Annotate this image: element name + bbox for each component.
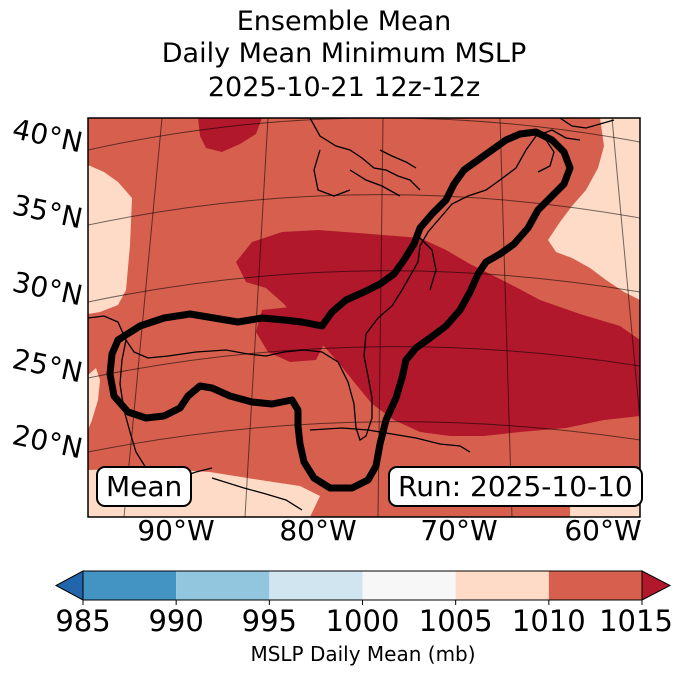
title-line-2: Daily Mean Minimum MSLP bbox=[161, 38, 527, 69]
colorbar-under-extend bbox=[54, 570, 84, 601]
colorbar-label: MSLP Daily Mean (mb) bbox=[250, 642, 476, 666]
map-panel bbox=[88, 118, 640, 517]
colorbar-tick-1015: 1015 bbox=[599, 604, 673, 638]
mean-label: Mean bbox=[96, 466, 193, 507]
run-date-label: Run: 2025-10-10 bbox=[388, 466, 643, 507]
coastlines bbox=[88, 118, 615, 511]
colorbar-segment-0 bbox=[83, 571, 177, 600]
title-line-3: 2025-10-21 12z-12z bbox=[207, 72, 481, 103]
field-1005-1010-east bbox=[548, 118, 640, 300]
colorbar-segment-1 bbox=[176, 571, 270, 600]
colorbar-segment-2 bbox=[269, 571, 363, 600]
lon-label-90w: 90°W bbox=[137, 514, 215, 547]
colorbar-tick-995: 995 bbox=[241, 604, 297, 638]
lon-label-60w: 60°W bbox=[564, 514, 642, 547]
colorbar-tick-1010: 1010 bbox=[511, 604, 586, 638]
colorbar bbox=[54, 570, 672, 605]
lon-label-80w: 80°W bbox=[279, 514, 357, 547]
field-1005-1010-southwest bbox=[88, 368, 100, 430]
lon-label-70w: 70°W bbox=[420, 514, 498, 547]
colorbar-tick-1005: 1005 bbox=[418, 604, 493, 638]
colorbar-tick-985: 985 bbox=[55, 604, 111, 638]
colorbar-segment-4 bbox=[455, 571, 549, 600]
title-line-1: Ensemble Mean bbox=[236, 6, 452, 37]
contour-1015 bbox=[106, 128, 574, 492]
colorbar-tick-990: 990 bbox=[148, 604, 204, 638]
field-1005-1010-west bbox=[88, 165, 132, 314]
colorbar-tick-1000: 1000 bbox=[325, 604, 400, 638]
field-1005-1010-corner bbox=[625, 118, 640, 145]
colorbar-segment-3 bbox=[362, 571, 456, 600]
colorbar-frame bbox=[82, 570, 643, 601]
colorbar-over-extend bbox=[641, 570, 672, 601]
colorbar-segment-5 bbox=[548, 571, 642, 600]
field-over-1015-north bbox=[198, 118, 262, 152]
map-frame bbox=[87, 117, 641, 518]
